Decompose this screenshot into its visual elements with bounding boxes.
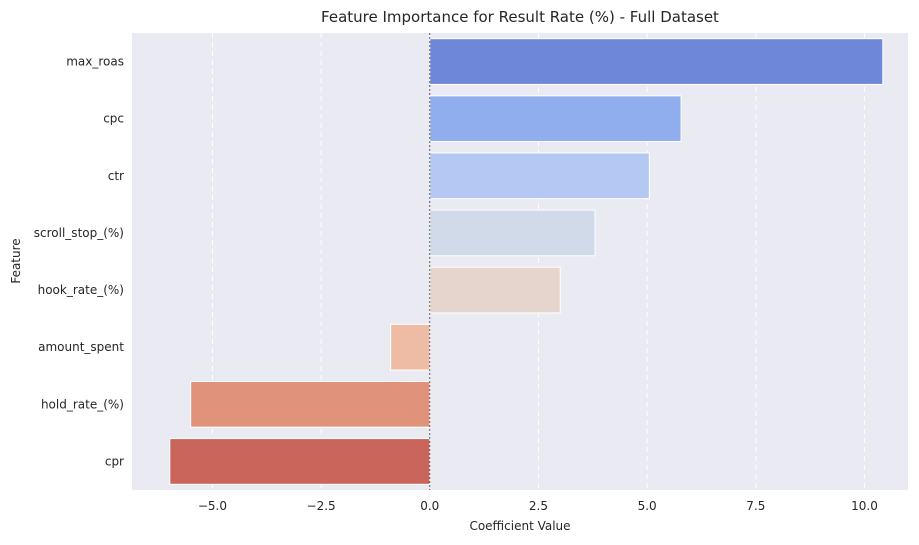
x-tick-label: −5.0 <box>198 499 227 513</box>
bar-ctr <box>429 152 650 200</box>
x-tick-label: 0.0 <box>420 499 439 513</box>
bars <box>169 38 884 485</box>
y-tick-label: hook_rate_(%) <box>38 283 124 297</box>
y-tick-label: cpr <box>105 454 124 468</box>
bar-cpc <box>429 95 682 143</box>
y-tick-label: max_roas <box>66 55 124 69</box>
y-tick-label: amount_spent <box>38 340 124 354</box>
y-tick-label: cpc <box>103 112 124 126</box>
x-tick-labels: −5.0 −2.5 0.0 2.5 5.0 7.5 10.0 <box>198 499 878 513</box>
y-tick-label: hold_rate_(%) <box>41 397 124 411</box>
x-tick-label: 5.0 <box>638 499 657 513</box>
bar-amount-spent <box>390 323 431 371</box>
chart-title: Feature Importance for Result Rate (%) -… <box>321 8 719 26</box>
bar-cpr <box>169 438 431 485</box>
y-tick-label: ctr <box>108 169 124 183</box>
y-axis-label: Feature <box>9 238 23 283</box>
bar-hook-rate <box>429 266 561 314</box>
x-tick-label: 2.5 <box>529 499 548 513</box>
bar-hold-rate <box>190 380 431 428</box>
bar-scroll-stop <box>429 209 596 257</box>
x-tick-label: 10.0 <box>851 499 878 513</box>
x-axis-label: Coefficient Value <box>469 519 570 533</box>
y-tick-label: scroll_stop_(%) <box>34 226 124 240</box>
x-tick-label: −2.5 <box>307 499 336 513</box>
bar-max-roas <box>429 38 884 85</box>
x-tick-label: 7.5 <box>746 499 765 513</box>
